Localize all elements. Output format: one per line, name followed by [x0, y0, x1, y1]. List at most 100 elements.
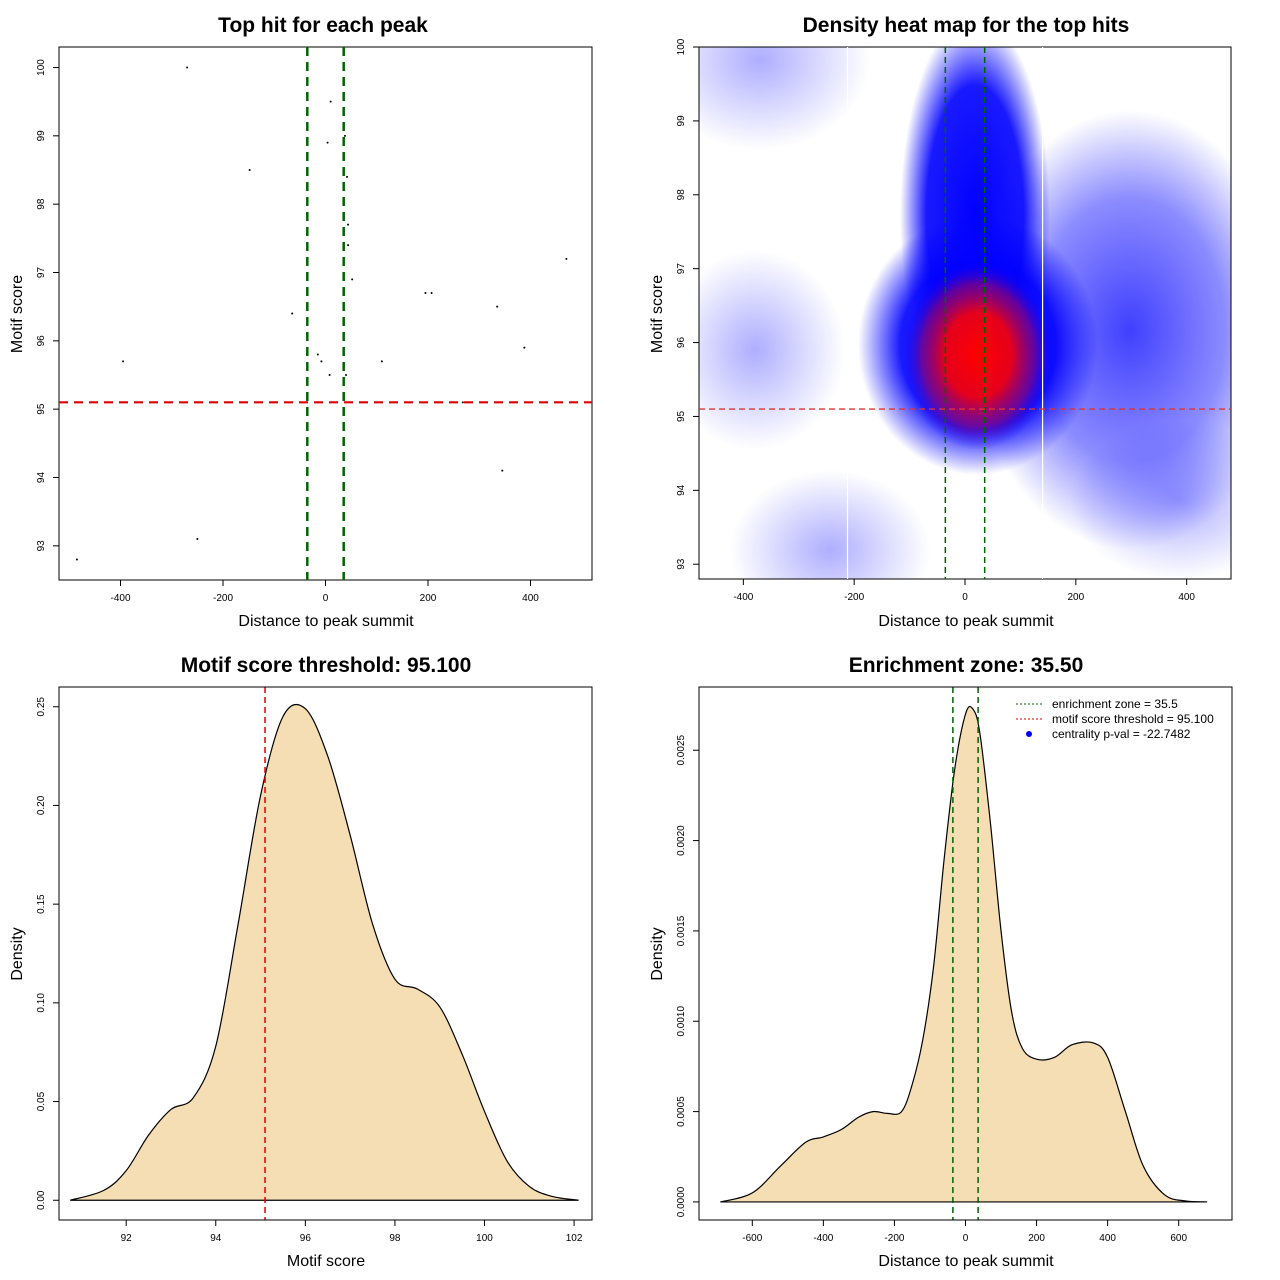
x-tick-label: 0 — [962, 592, 968, 603]
panel3-ylabel: Density — [9, 927, 26, 980]
x-tick-label: 600 — [1170, 1233, 1187, 1244]
x-tick-label: -400 — [110, 593, 130, 604]
distance-density-panel: Enrichment zone: 35.50 -600 -400 -200 0 200 4… — [649, 654, 1233, 1270]
legend-enrichment-label: enrichment zone = 35.5 — [1052, 697, 1178, 711]
panel2-reference-lines — [699, 47, 1231, 579]
panel2-title: Density heat map for the top hits — [803, 14, 1130, 37]
y-tick-label: 98 — [676, 189, 687, 201]
panel4-density — [720, 705, 1208, 1203]
y-tick-label: 0.00 — [36, 1190, 47, 1210]
x-tick-label: 400 — [1099, 1233, 1116, 1244]
scatter-point — [326, 141, 329, 144]
x-tick-label: 400 — [522, 593, 539, 604]
y-tick-label: 0.0015 — [676, 915, 687, 946]
density-curve — [70, 703, 579, 1201]
heatmap-blob-bottom-right — [1070, 420, 1231, 579]
x-tick-label: 0 — [323, 593, 329, 604]
y-tick-label: 100 — [676, 38, 687, 55]
panel4-title: Enrichment zone: 35.50 — [849, 654, 1084, 677]
y-tick-label: 0.20 — [36, 795, 47, 815]
panel2-ticks: -400 -200 0 200 400 93 94 95 96 97 98 99 100 — [676, 38, 1195, 603]
scatter-point — [343, 134, 346, 137]
x-tick-label: -200 — [213, 593, 233, 604]
scatter-point — [347, 244, 350, 247]
y-tick-label: 96 — [676, 337, 687, 349]
density-area — [70, 704, 579, 1201]
x-tick-label: 94 — [210, 1233, 222, 1244]
panel4-xlabel: Distance to peak summit — [878, 1253, 1054, 1270]
panel1-ticks: -400 -200 0 200 400 93 94 95 96 97 98 99 100 — [36, 59, 539, 604]
y-tick-label: 0.10 — [36, 993, 47, 1013]
panel4-ylabel: Density — [649, 927, 666, 980]
y-tick-label: 97 — [676, 263, 687, 275]
x-tick-label: -200 — [844, 592, 864, 603]
x-tick-label: -400 — [733, 592, 753, 603]
scatter-point — [347, 223, 350, 226]
x-tick-label: 200 — [1067, 592, 1084, 603]
heatmap-hotspot — [903, 260, 1053, 450]
x-tick-label: 98 — [389, 1233, 401, 1244]
scatter-point — [186, 66, 189, 69]
y-tick-label: 0.05 — [36, 1091, 47, 1111]
score-density-panel: Motif score threshold: 95.100 92 94 96 98 10… — [9, 654, 593, 1270]
x-tick-label: -200 — [884, 1233, 904, 1244]
y-tick-label: 100 — [36, 59, 47, 76]
legend-threshold-label: motif score threshold = 95.100 — [1052, 712, 1214, 726]
panel1-title: Top hit for each peak — [218, 14, 428, 37]
scatter-panel: Top hit for each peak -400 -200 0 200 400 93 9… — [9, 14, 593, 630]
y-tick-label: 0.15 — [36, 894, 47, 914]
scatter-point — [565, 257, 568, 260]
panel1-plot-frame — [58, 46, 593, 581]
y-tick-label: 98 — [36, 198, 47, 210]
scatter-point — [501, 469, 504, 472]
scatter-point — [351, 278, 354, 281]
panel3-title: Motif score threshold: 95.100 — [181, 654, 472, 677]
scatter-point — [328, 374, 331, 376]
panel4-reference-lines — [952, 687, 979, 1220]
y-tick-label: 99 — [36, 130, 47, 142]
scatter-point — [316, 353, 319, 356]
y-tick-label: 94 — [676, 484, 687, 496]
scatter-point — [345, 374, 347, 376]
scatter-point — [523, 346, 526, 349]
x-tick-label: 200 — [1028, 1233, 1045, 1244]
panel1-points — [75, 66, 568, 561]
heatmap-surface — [699, 47, 1231, 579]
scatter-point — [320, 360, 323, 363]
x-tick-label: -400 — [813, 1233, 833, 1244]
y-tick-label: 0.0010 — [676, 1006, 687, 1037]
x-tick-label: 102 — [566, 1233, 583, 1244]
scatter-point — [291, 312, 294, 315]
heatmap-blob-left — [699, 250, 845, 450]
y-tick-label: 93 — [676, 558, 687, 570]
y-tick-label: 0.0020 — [676, 825, 687, 856]
scatter-point — [248, 169, 251, 171]
scatter-point — [75, 558, 78, 561]
panel3-density — [70, 703, 579, 1201]
scatter-point — [346, 175, 349, 178]
panel3-plot-frame — [58, 686, 593, 1221]
scatter-point — [196, 538, 199, 540]
y-tick-label: 0.0005 — [676, 1096, 687, 1127]
x-tick-label: 0 — [963, 1233, 969, 1244]
panel2-ylabel: Motif score — [649, 275, 666, 353]
legend-centrality-marker — [1026, 731, 1032, 737]
x-tick-label: 96 — [300, 1233, 312, 1244]
scatter-point — [380, 360, 383, 363]
y-tick-label: 95 — [36, 403, 47, 415]
panel1-ylabel: Motif score — [9, 275, 26, 353]
scatter-point — [461, 401, 464, 404]
y-tick-label: 93 — [36, 540, 47, 552]
x-tick-label: -600 — [742, 1233, 762, 1244]
panel3-xlabel: Motif score — [287, 1253, 365, 1270]
y-tick-label: 0.25 — [36, 697, 47, 717]
y-tick-label: 99 — [676, 115, 687, 127]
heatmap-panel: Density heat map for the top hits -400 -2… — [649, 14, 1232, 630]
y-tick-label: 0.0000 — [676, 1186, 687, 1217]
x-tick-label: 400 — [1178, 592, 1195, 603]
x-tick-label: 100 — [476, 1233, 493, 1244]
scatter-point — [496, 305, 499, 308]
panel2-xlabel: Distance to peak summit — [878, 613, 1054, 630]
y-tick-label: 0.0025 — [676, 735, 687, 766]
